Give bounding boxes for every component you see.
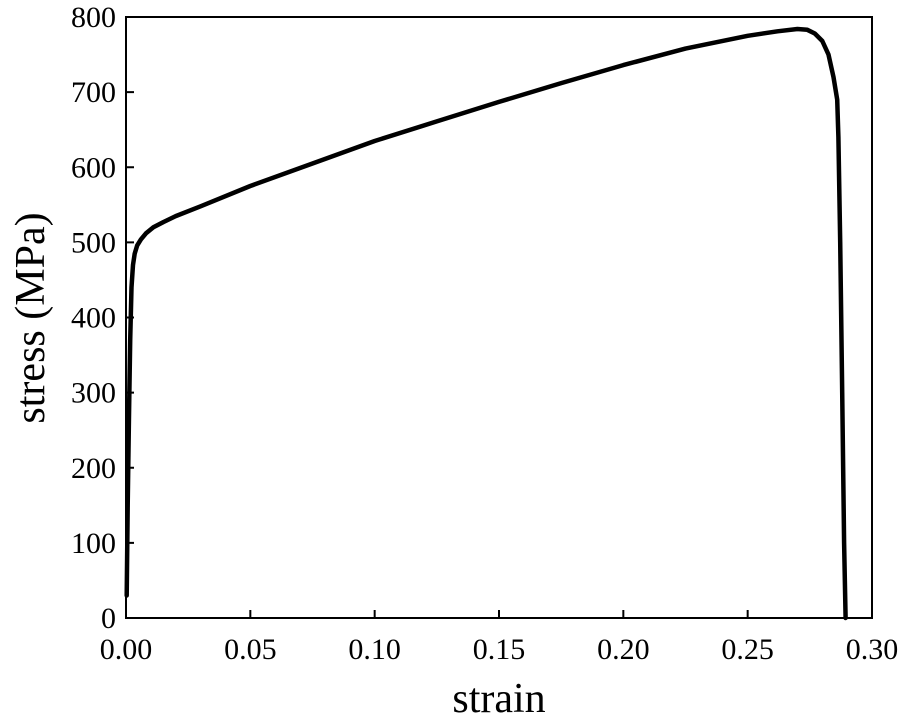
x-tick-label: 0.25 <box>721 633 774 666</box>
y-tick-label: 800 <box>71 1 116 34</box>
x-tick-label: 0.15 <box>473 633 526 666</box>
x-tick-label: 0.05 <box>224 633 277 666</box>
y-tick-label: 600 <box>71 151 116 184</box>
y-tick-label: 0 <box>101 602 116 635</box>
y-tick-label: 200 <box>71 452 116 485</box>
y-tick-label: 100 <box>71 527 116 560</box>
x-tick-label: 0.10 <box>348 633 401 666</box>
x-tick-label: 0.00 <box>100 633 153 666</box>
y-tick-label: 500 <box>71 226 116 259</box>
y-axis-ticks: 0 100 200 300 400 500 600 700 800 <box>71 1 134 635</box>
y-axis-title: stress (MPa) <box>8 212 54 423</box>
x-axis-ticks: 0.00 0.05 0.10 0.15 0.20 0.25 0.30 <box>100 610 899 666</box>
y-tick-label: 400 <box>71 302 116 335</box>
x-tick-label: 0.30 <box>846 633 899 666</box>
x-axis-title: strain <box>452 676 545 721</box>
stress-strain-curve <box>124 26 848 621</box>
x-tick-label: 0.20 <box>597 633 650 666</box>
plot-frame <box>125 16 873 619</box>
y-tick-label: 700 <box>71 76 116 109</box>
y-tick-label: 300 <box>71 377 116 410</box>
